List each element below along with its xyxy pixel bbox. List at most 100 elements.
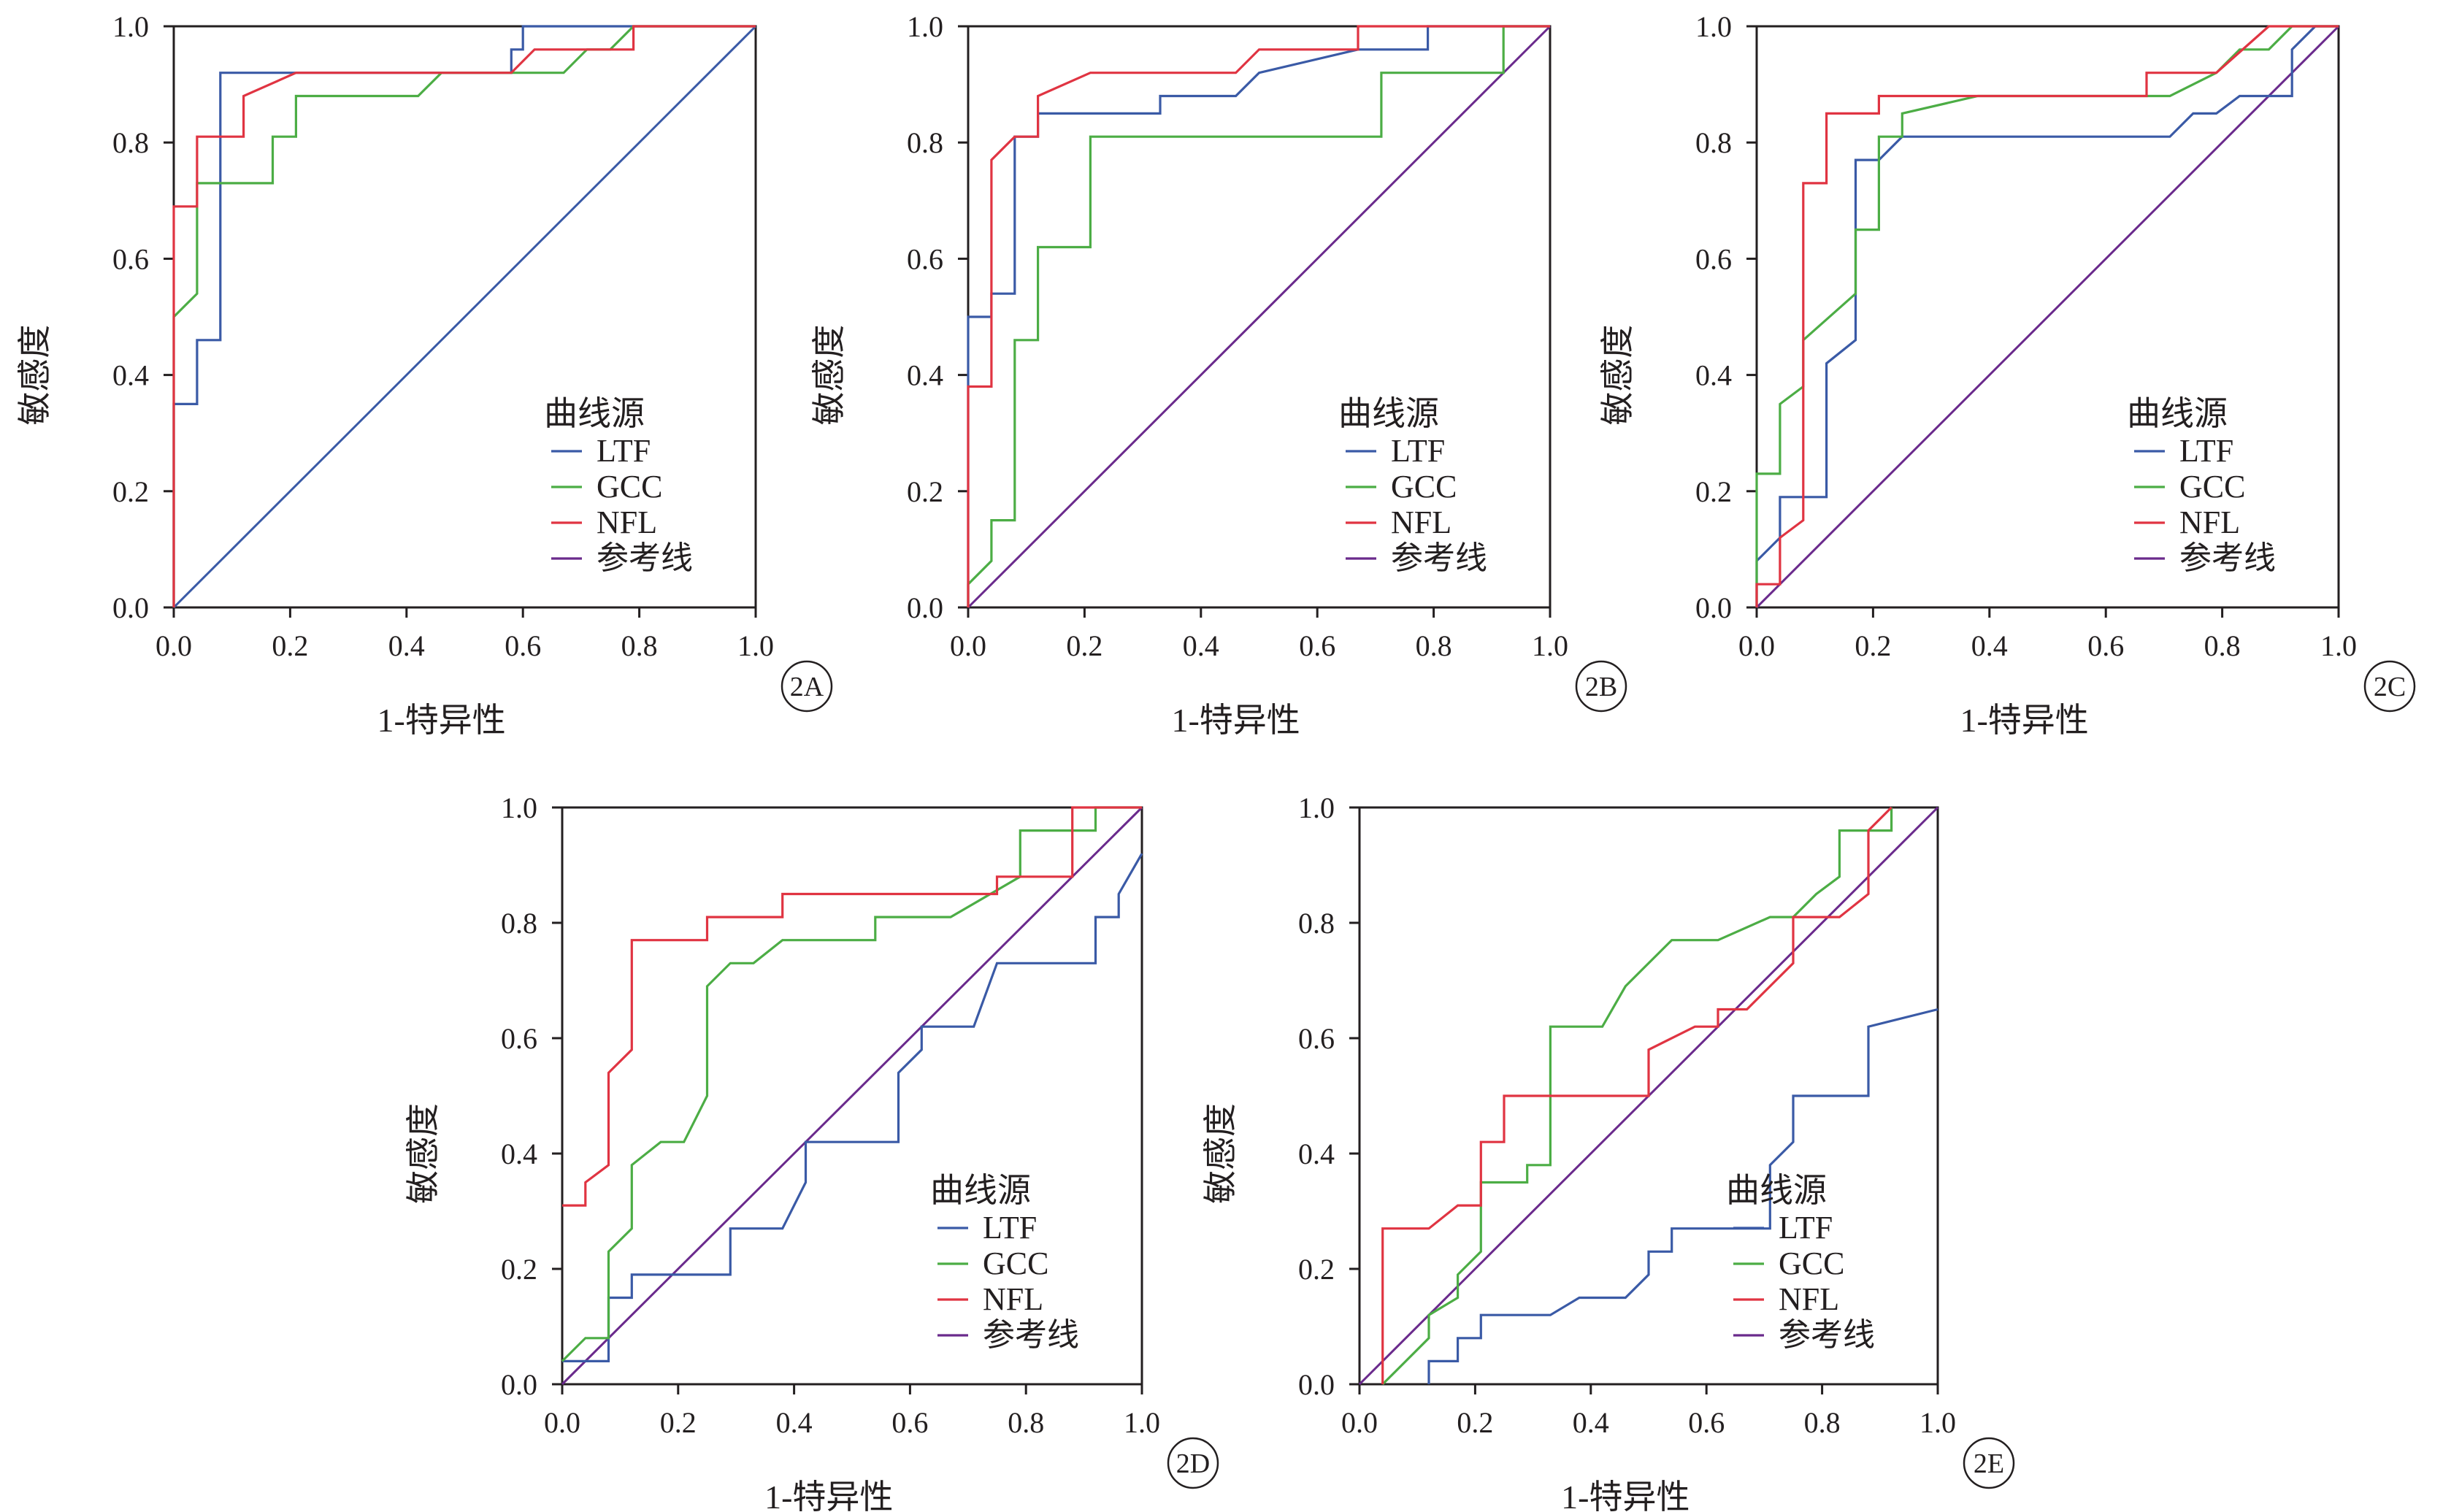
y-tick-label: 0.8 <box>1298 907 1335 940</box>
y-tick-label: 0.8 <box>501 907 537 940</box>
y-tick-label: 0.2 <box>112 475 149 508</box>
x-tick-label: 0.6 <box>1688 1406 1725 1439</box>
y-tick-label: 0.6 <box>112 242 149 275</box>
plot-frame <box>561 806 1143 1386</box>
roc-series-nfl <box>967 25 1550 607</box>
panel-label-circle <box>2363 660 2416 713</box>
legend-label: GCC <box>983 1246 1048 1281</box>
roc-panel-2b: 0.0 0.2 0.4 0.6 0.8 1.0 0.0 0.2 0.4 0.6 0.8 1.0 1-特异… <box>810 10 1627 739</box>
legend-label: 参考线 <box>597 540 693 576</box>
legend-label: LTF <box>597 433 651 469</box>
x-tick-label: 0.4 <box>776 1406 813 1439</box>
x-axis-title: 1-特异性 <box>1171 702 1300 739</box>
roc-series-nfl <box>562 806 1142 1207</box>
y-tick-label: 1.0 <box>501 791 537 824</box>
x-tick-label: 0.0 <box>1341 1406 1378 1439</box>
x-tick-label: 0.2 <box>1855 629 1891 662</box>
x-tick-label: 0.0 <box>156 629 192 662</box>
y-tick-label: 0.0 <box>501 1368 537 1401</box>
y-tick-label: 0.0 <box>112 591 149 624</box>
legend-label: GCC <box>2179 469 2245 504</box>
y-tick-label: 0.2 <box>907 475 943 508</box>
panel-label: 2C <box>2374 672 2406 702</box>
x-axis-title: 1-特异性 <box>1960 702 2088 739</box>
y-axis-title: 敏感度 <box>1599 325 1636 426</box>
y-tick-label: 0.4 <box>1695 359 1732 392</box>
legend-label: NFL <box>1779 1281 1839 1317</box>
y-tick-label: 0.8 <box>907 126 943 159</box>
x-tick-label: 0.2 <box>1066 629 1102 662</box>
y-tick-label: 0.6 <box>501 1022 537 1055</box>
y-axis-title: 敏感度 <box>404 1103 442 1204</box>
x-tick-label: 0.0 <box>950 629 986 662</box>
y-tick-label: 0.4 <box>907 359 943 392</box>
legend-title: 曲线源 <box>1338 395 1439 432</box>
reference-line <box>172 25 757 609</box>
legend-label: GCC <box>1779 1246 1844 1281</box>
x-tick-label: 0.2 <box>1457 1406 1493 1439</box>
roc-series-ltf <box>1755 25 2339 607</box>
x-tick-label: 0.6 <box>2087 629 2124 662</box>
legend-label: GCC <box>1391 469 1457 504</box>
panel-label-circle <box>1963 1437 2015 1489</box>
panel-label: 2A <box>790 672 824 702</box>
reference-line <box>561 806 1143 1386</box>
roc-panel-2c: 0.0 0.2 0.4 0.6 0.8 1.0 0.0 0.2 0.4 0.6 0.8 1.0 1-特异… <box>1599 10 2416 739</box>
x-tick-label: 0.4 <box>1573 1406 1609 1439</box>
y-tick-label: 0.6 <box>1695 242 1732 275</box>
x-tick-label: 0.2 <box>272 629 308 662</box>
y-tick-label: 0.2 <box>501 1253 537 1286</box>
legend-label: 参考线 <box>1779 1317 1875 1353</box>
reference-line <box>1755 25 2340 609</box>
legend-label: NFL <box>983 1281 1043 1317</box>
legend-label: NFL <box>597 504 657 540</box>
panel-label: 2B <box>1585 672 1617 702</box>
y-tick-label: 0.0 <box>1298 1368 1335 1401</box>
y-tick-label: 0.0 <box>907 591 943 624</box>
roc-series-ltf <box>172 25 756 607</box>
y-tick-label: 1.0 <box>1695 10 1732 43</box>
legend-title: 曲线源 <box>1726 1172 1827 1209</box>
legend-title: 曲线源 <box>930 1172 1031 1209</box>
y-tick-label: 0.8 <box>1695 126 1732 159</box>
y-tick-label: 0.2 <box>1695 475 1732 508</box>
x-tick-label: 1.0 <box>737 629 774 662</box>
roc-series-nfl <box>172 25 756 607</box>
x-tick-label: 0.4 <box>388 629 425 662</box>
y-axis-title: 敏感度 <box>16 325 53 426</box>
x-tick-label: 0.6 <box>1299 629 1335 662</box>
x-tick-label: 0.4 <box>1971 629 2008 662</box>
roc-series-nfl <box>1755 25 2339 607</box>
y-tick-label: 0.2 <box>1298 1253 1335 1286</box>
panel-label-circle <box>1167 1437 1219 1489</box>
y-tick-label: 1.0 <box>112 10 149 43</box>
y-tick-label: 0.6 <box>1298 1022 1335 1055</box>
x-tick-label: 0.8 <box>1804 1406 1841 1439</box>
x-tick-label: 1.0 <box>1124 1406 1160 1439</box>
y-tick-label: 0.8 <box>112 126 149 159</box>
panel-label-circle <box>781 660 833 713</box>
x-tick-label: 0.8 <box>1008 1406 1044 1439</box>
roc-series-gcc <box>1381 807 1893 1386</box>
panel-label-circle <box>1575 660 1627 713</box>
x-tick-label: 1.0 <box>1532 629 1568 662</box>
y-tick-label: 1.0 <box>1298 791 1335 824</box>
legend-label: LTF <box>1779 1210 1833 1246</box>
x-tick-label: 0.2 <box>660 1406 697 1439</box>
legend-label: NFL <box>2179 504 2240 540</box>
roc-panel-2e: 0.0 0.2 0.4 0.6 0.8 1.0 0.0 0.2 0.4 0.6 0.8 1.0 1-特异… <box>1202 791 2015 1512</box>
roc-panel-2d: 0.0 0.2 0.4 0.6 0.8 1.0 0.0 0.2 0.4 0.6 0.8 1.0 1-特异… <box>404 791 1219 1512</box>
y-tick-label: 0.4 <box>112 359 149 392</box>
x-tick-label: 0.0 <box>1738 629 1775 662</box>
x-tick-label: 0.6 <box>505 629 541 662</box>
x-tick-label: 0.8 <box>1416 629 1452 662</box>
x-tick-label: 1.0 <box>1920 1406 1956 1439</box>
panel-label: 2E <box>1974 1448 2004 1479</box>
x-tick-label: 0.8 <box>621 629 658 662</box>
legend-label: 参考线 <box>2179 540 2276 576</box>
legend-title: 曲线源 <box>2127 395 2228 432</box>
plot-frame <box>1755 25 2340 609</box>
x-tick-label: 0.6 <box>891 1406 928 1439</box>
legend-title: 曲线源 <box>544 395 645 432</box>
roc-series-ltf <box>562 853 1143 1363</box>
